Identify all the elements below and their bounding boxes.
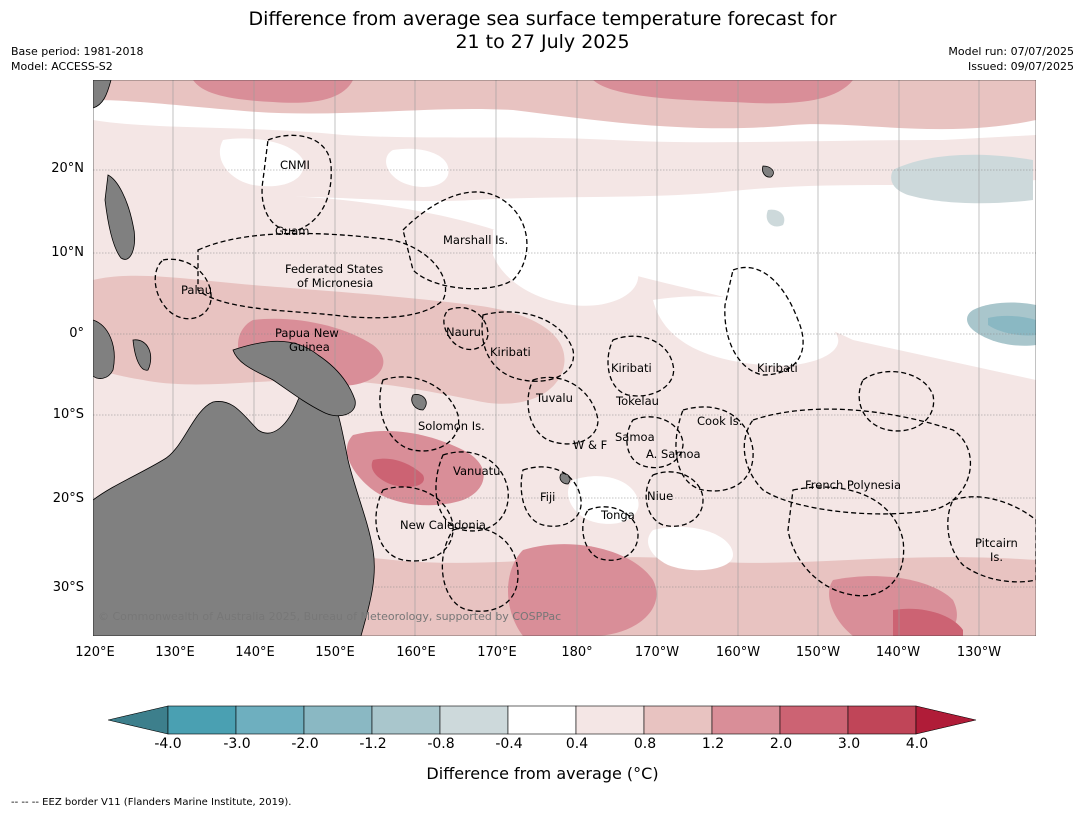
- cb-label-4: -0.8: [427, 736, 455, 752]
- cb-label-8: 1.2: [701, 736, 725, 752]
- colorbar-title: Difference from average (°C): [426, 764, 659, 783]
- cb-label-6: 0.4: [565, 736, 589, 752]
- australia: [93, 384, 375, 636]
- philippines: [104, 174, 136, 260]
- label-samoa: Samoa: [615, 430, 655, 444]
- label-pitcairn-line1: Pitcairn: [975, 536, 1018, 550]
- label-niue: Niue: [647, 489, 673, 503]
- lon-tick-160e: 160°E: [396, 645, 436, 660]
- colorbar: [108, 705, 977, 735]
- label-palau: Palau: [181, 283, 212, 297]
- cb-label-7: 0.8: [633, 736, 657, 752]
- lon-tick-170e: 170°E: [477, 645, 517, 660]
- map-title-line1: Difference from average sea surface temp…: [248, 8, 837, 30]
- lon-tick-120e: 120°E: [75, 645, 115, 660]
- colorbar-swatch: [847, 705, 917, 735]
- label-american-samoa: A. Samoa: [646, 447, 701, 461]
- label-french-polynesia: French Polynesia: [805, 478, 901, 492]
- colorbar-swatch: [711, 705, 781, 735]
- sulawesi: [132, 339, 152, 371]
- place-labels: CNMI Guam Marshall Is. Federated States …: [181, 158, 1018, 564]
- cb-label-10: 3.0: [837, 736, 861, 752]
- colorbar-swatch: [575, 705, 645, 735]
- label-kiribati-central: Kiribati: [611, 361, 652, 375]
- label-tonga: Tonga: [600, 508, 635, 522]
- lat-tick-0: 0°: [69, 326, 84, 341]
- meta-right: Model run: 07/07/2025 Issued: 09/07/2025: [948, 44, 1074, 74]
- lon-tick-140w: 140°W: [875, 645, 921, 660]
- label-pitcairn-line2: Is.: [990, 550, 1003, 564]
- cb-label-2: -2.0: [291, 736, 319, 752]
- colorbar-extend-low: [108, 705, 169, 735]
- cb-label-1: -3.0: [223, 736, 251, 752]
- label-tuvalu: Tuvalu: [535, 391, 573, 405]
- lat-tick-30s: 30°S: [52, 580, 84, 595]
- cb-label-5: -0.4: [495, 736, 523, 752]
- map-canvas: CNMI Guam Marshall Is. Federated States …: [93, 80, 1036, 636]
- lat-tick-20n: 20°N: [51, 161, 84, 176]
- lon-tick-150e: 150°E: [315, 645, 355, 660]
- borneo: [93, 319, 115, 379]
- lon-tick-180: 180°: [561, 645, 593, 660]
- colorbar-swatch: [371, 705, 441, 735]
- colorbar-swatch: [167, 705, 237, 735]
- eez-footnote: -- -- -- EEZ border V11 (Flanders Marine…: [11, 797, 292, 808]
- cb-label-3: -1.2: [359, 736, 387, 752]
- issued-date: Issued: 09/07/2025: [967, 60, 1074, 73]
- colorbar-swatch: [779, 705, 849, 735]
- lon-tick-160w: 160°W: [715, 645, 761, 660]
- base-period: Base period: 1981-2018: [11, 45, 144, 58]
- label-png-line2: Guinea: [289, 340, 330, 354]
- label-kiribati-west: Kiribati: [490, 345, 531, 359]
- lon-tick-130w: 130°W: [956, 645, 1002, 660]
- sst-map: CNMI Guam Marshall Is. Federated States …: [93, 80, 1036, 636]
- colorbar-swatch: [303, 705, 373, 735]
- label-nauru: Nauru: [446, 325, 481, 339]
- label-png-line1: Papua New: [275, 326, 339, 340]
- cb-label-0: -4.0: [154, 736, 182, 752]
- colorbar-swatches: [108, 705, 977, 735]
- landmasses: [93, 80, 774, 636]
- lon-tick-130e: 130°E: [155, 645, 195, 660]
- label-cnmi: CNMI: [280, 158, 310, 172]
- lat-tick-10s: 10°S: [52, 407, 84, 422]
- colorbar-swatch: [235, 705, 305, 735]
- label-solomon-is: Solomon Is.: [418, 419, 485, 433]
- lat-tick-20s: 20°S: [52, 491, 84, 506]
- label-cook-is: Cook Is.: [697, 414, 742, 428]
- lat-tick-10n: 10°N: [51, 245, 84, 260]
- meta-left: Base period: 1981-2018 Model: ACCESS-S2: [11, 44, 143, 74]
- label-wallis-futuna: W & F: [573, 438, 607, 452]
- label-fsm-line2: of Micronesia: [297, 276, 373, 290]
- lon-tick-150w: 150°W: [795, 645, 841, 660]
- label-new-caledonia: New Caledonia: [400, 518, 486, 532]
- colorbar-swatch: [507, 705, 577, 735]
- model-name: Model: ACCESS-S2: [11, 60, 113, 73]
- lon-tick-140e: 140°E: [235, 645, 275, 660]
- colorbar-extend-high: [915, 705, 977, 735]
- colorbar-swatch: [643, 705, 713, 735]
- label-kiribati-east: Kiribati: [757, 361, 798, 375]
- label-guam: Guam: [275, 224, 309, 238]
- model-run: Model run: 07/07/2025: [948, 45, 1074, 58]
- map-title-line2: 21 to 27 July 2025: [455, 31, 630, 53]
- lon-tick-170w: 170°W: [634, 645, 680, 660]
- cb-label-11: 4.0: [905, 736, 929, 752]
- cb-label-9: 2.0: [769, 736, 793, 752]
- label-tokelau: Tokelau: [615, 394, 659, 408]
- label-vanuatu: Vanuatu: [453, 464, 500, 478]
- copyright-notice: © Commonwealth of Australia 2025, Bureau…: [98, 610, 562, 623]
- label-marshall-is: Marshall Is.: [443, 233, 508, 247]
- eez-borders: [154, 134, 1036, 612]
- colorbar-swatch: [439, 705, 509, 735]
- label-fsm-line1: Federated States: [285, 262, 383, 276]
- label-fiji: Fiji: [540, 490, 555, 504]
- new-guinea: [232, 340, 356, 417]
